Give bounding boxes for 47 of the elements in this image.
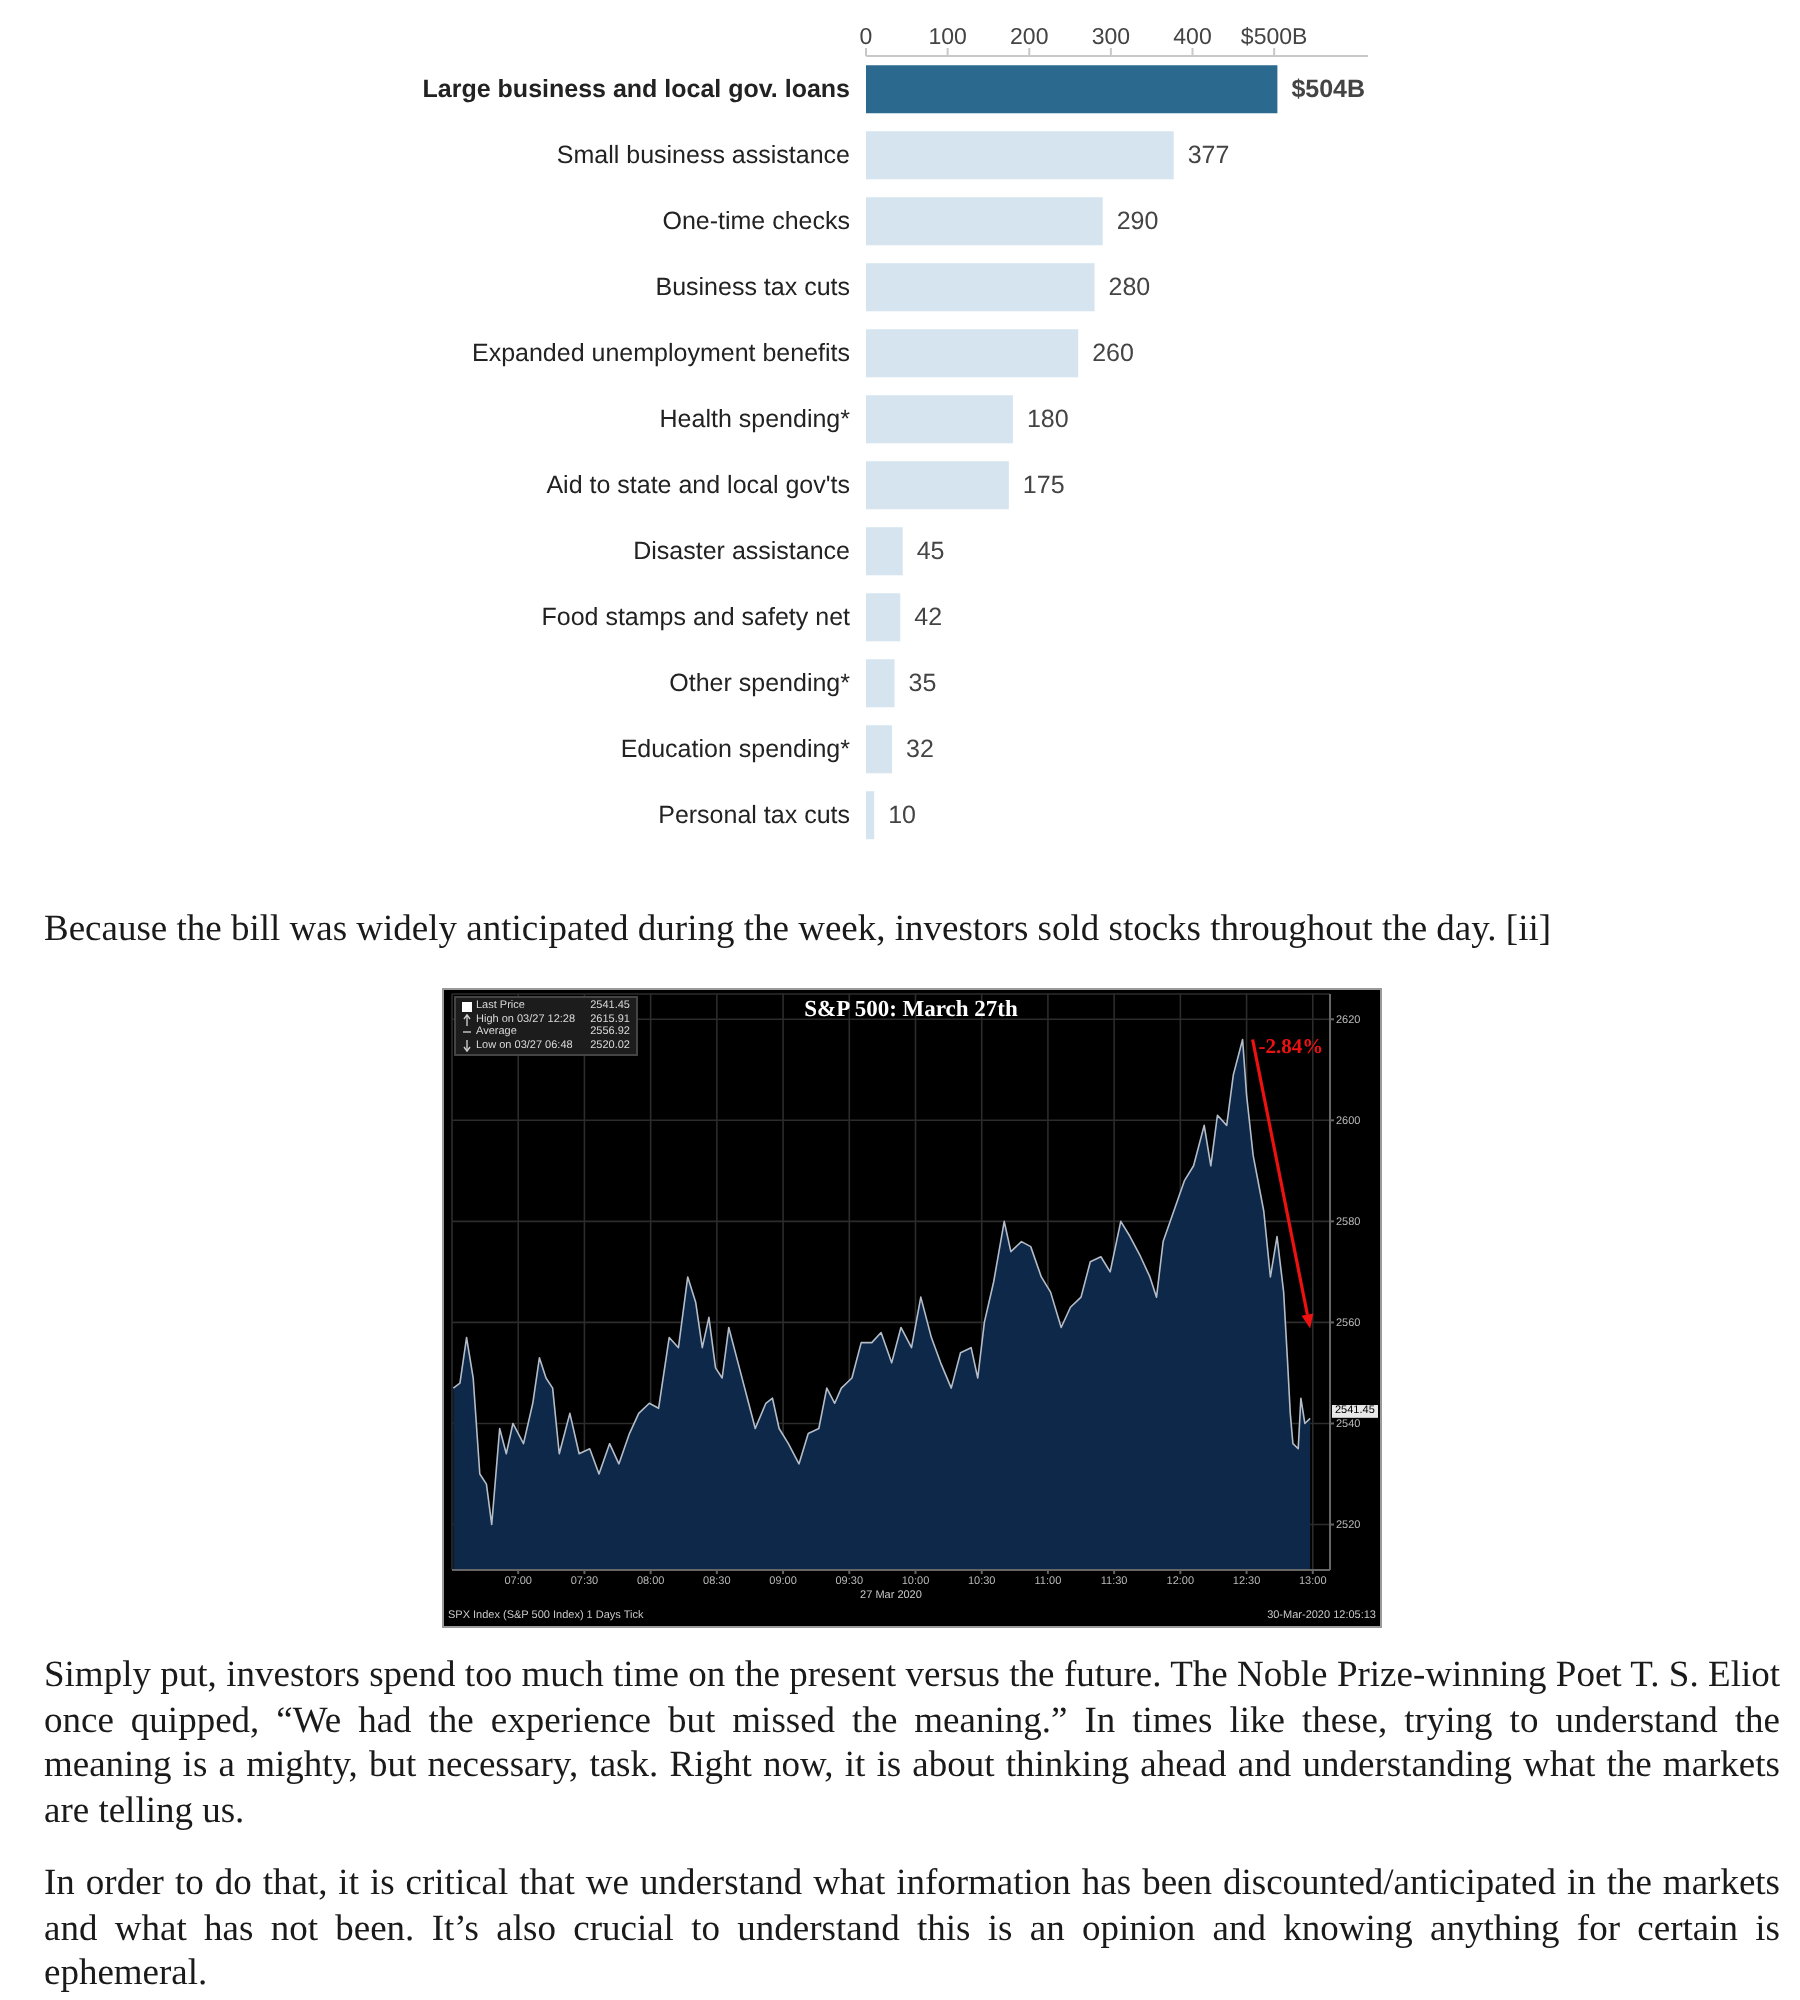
y-tick-label: Health spending*: [659, 405, 851, 433]
bar: [866, 659, 895, 708]
y-tick-label: One-time checks: [662, 207, 850, 235]
data-label: 10: [888, 801, 917, 830]
text: In order to do that, it is critical that we understand what information has been discounted/anticipated in the markets and what has not been. It’s also crucial to understand this is an opinion and knowing anything for certain is ephemeral.: [44, 1864, 1780, 1994]
x-tick-label: 100: [928, 26, 967, 50]
data-label: 377: [1187, 141, 1230, 170]
y-tick-label: Education spending*: [620, 735, 851, 763]
x-tick-label: 200: [1010, 26, 1049, 50]
bar: [866, 131, 1174, 180]
x-tick-label: 300: [1091, 26, 1131, 50]
bar: [866, 593, 901, 642]
data-label: 45: [916, 537, 945, 566]
y-tick-label: Business tax cuts: [655, 273, 850, 301]
bar: [866, 725, 893, 774]
bar: [866, 791, 875, 840]
y-tick-label: Other spending*: [669, 669, 851, 697]
y-tick-label: Small business assistance: [556, 141, 851, 169]
y-tick-label: Food stamps and safety net: [541, 603, 852, 631]
bar: [866, 395, 1013, 444]
y-tick-label: Aid to state and local gov'ts: [546, 471, 850, 499]
y-tick-label: Large business and local gov. loans: [422, 75, 851, 103]
bar: [866, 65, 1278, 114]
bar: [866, 329, 1079, 378]
bar: [866, 197, 1103, 246]
bar: [866, 263, 1095, 312]
data-label: 175: [1022, 471, 1065, 500]
chart-title: S&P 500: March 27th: [804, 998, 1018, 1022]
data-label: 290: [1116, 207, 1159, 236]
y-tick-label: Disaster assistance: [633, 537, 851, 565]
x-tick-label: 0: [859, 26, 873, 50]
data-label: $504B: [1291, 75, 1366, 104]
annotation: -2.84%: [1258, 1037, 1324, 1060]
x-tick-label: 400: [1173, 26, 1212, 50]
y-tick-label: Personal tax cuts: [658, 801, 850, 829]
data-label: 32: [906, 735, 935, 764]
bar: [866, 461, 1009, 510]
bar: [866, 527, 903, 576]
data-label: 180: [1026, 405, 1069, 434]
data-label: 260: [1092, 339, 1135, 368]
data-label: 280: [1108, 273, 1151, 302]
data-label: 42: [914, 603, 943, 632]
x-tick-label: $500B: [1240, 26, 1309, 50]
y-tick-label: Expanded unemployment benefits: [471, 339, 850, 367]
text: Because the bill was widely anticipated during the week, investors sold stocks throughout the day. [ii]: [44, 910, 1552, 950]
text: Simply put, investors spend too much time on the present versus the future. The Noble Prize-winning Poet T. S. Eliot once quipped, “We had the experience but missed the meaning.” In times like these, trying to understand the meaning is a mighty, but necessary, task. Right now, it is about thinking ahead and understanding what the markets are telling us.: [44, 1656, 1780, 1831]
data-label: 35: [908, 669, 937, 698]
